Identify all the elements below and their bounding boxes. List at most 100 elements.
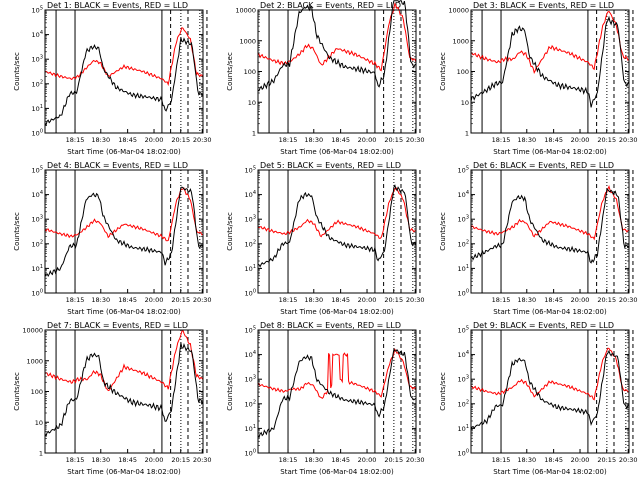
x-axis-label: Start Time (06-Mar-04 18:02:00) xyxy=(67,148,181,156)
y-tick-label: 1 xyxy=(465,130,469,138)
x-tick-label: 18:15 xyxy=(279,296,298,304)
lld-curve xyxy=(470,10,630,75)
y-tick-label: 102 xyxy=(32,79,43,88)
chart-title: Det 8: BLACK = Events, RED = LLD xyxy=(260,321,401,330)
lld-curve xyxy=(44,27,204,87)
y-tick-label: 1 xyxy=(252,130,256,138)
events-curve xyxy=(257,348,417,439)
plot-frame xyxy=(44,329,204,454)
x-axis-label: Start Time (06-Mar-04 18:02:00) xyxy=(67,468,181,476)
chart-title: Det 3: BLACK = Events, RED = LLD xyxy=(473,1,614,10)
chart-title: Det 6: BLACK = Events, RED = LLD xyxy=(473,161,614,170)
x-tick-label: 18:15 xyxy=(279,456,298,464)
x-tick-label: 18:45 xyxy=(118,296,137,304)
y-tick-label: 100 xyxy=(32,129,43,138)
lld-curve xyxy=(257,348,417,399)
x-tick-label: 18:15 xyxy=(492,296,511,304)
x-tick-label: 20:15 xyxy=(384,136,403,144)
y-tick-label: 105 xyxy=(32,6,43,15)
y-tick-label: 102 xyxy=(245,399,256,408)
y-tick-label: 10000 xyxy=(22,327,43,335)
x-tick-label: 20:15 xyxy=(597,136,616,144)
x-tick-label: 20:30 xyxy=(406,456,425,464)
x-tick-label: 18:15 xyxy=(66,296,85,304)
y-tick-label: 100 xyxy=(457,68,469,76)
x-tick-label: 20:15 xyxy=(171,136,190,144)
y-tick-label: 103 xyxy=(458,215,469,224)
det-chart-1: Det 1: BLACK = Events, RED = LLD 100 101 10… xyxy=(13,1,212,156)
x-tick-label: 18:45 xyxy=(544,456,563,464)
lld-curve xyxy=(44,187,204,242)
y-tick-label: 104 xyxy=(458,190,469,199)
det-panel-1: Det 1: BLACK = Events, RED = LLD 100 101 10… xyxy=(0,0,213,160)
x-tick-label: 18:15 xyxy=(66,456,85,464)
x-tick-label: 20:30 xyxy=(619,136,638,144)
chart-title: Det 5: BLACK = Events, RED = LLD xyxy=(260,161,401,170)
x-tick-label: 18:30 xyxy=(304,136,323,144)
x-tick-label: 20:30 xyxy=(193,296,212,304)
y-tick-label: 102 xyxy=(245,239,256,248)
x-tick-label: 20:00 xyxy=(358,296,377,304)
det-chart-5: Det 5: BLACK = Events, RED = LLD 100 101 10… xyxy=(226,161,425,316)
det-chart-2: Det 2: BLACK = Events, RED = LLD 1 10 100 10… xyxy=(226,0,425,156)
y-tick-label: 100 xyxy=(245,449,256,458)
x-tick-label: 20:30 xyxy=(193,456,212,464)
x-tick-label: 18:45 xyxy=(331,296,350,304)
y-tick-label: 100 xyxy=(458,289,469,298)
x-tick-label: 20:30 xyxy=(619,456,638,464)
x-tick-label: 18:30 xyxy=(304,456,323,464)
chart-title: Det 7: BLACK = Events, RED = LLD xyxy=(47,321,188,330)
y-tick-label: 104 xyxy=(32,190,43,199)
x-axis-label: Start Time (06-Mar-04 18:02:00) xyxy=(67,308,181,316)
y-tick-label: 103 xyxy=(32,55,43,64)
x-tick-label: 20:30 xyxy=(406,136,425,144)
y-tick-label: 1000 xyxy=(26,357,43,365)
y-tick-label: 105 xyxy=(458,326,469,335)
x-tick-label: 20:00 xyxy=(358,136,377,144)
x-tick-label: 20:00 xyxy=(571,296,590,304)
y-axis-label: Counts/sec xyxy=(439,372,447,411)
x-tick-label: 18:30 xyxy=(304,296,323,304)
events-curve xyxy=(44,186,204,278)
chart-title: Det 2: BLACK = Events, RED = LLD xyxy=(260,1,401,10)
x-axis-label: Start Time (06-Mar-04 18:02:00) xyxy=(493,468,607,476)
y-axis-label: Counts/sec xyxy=(13,52,21,91)
y-tick-label: 10000 xyxy=(235,7,256,15)
x-tick-label: 18:45 xyxy=(118,136,137,144)
y-tick-label: 101 xyxy=(245,424,256,433)
x-tick-label: 18:15 xyxy=(279,136,298,144)
y-tick-label: 10 xyxy=(248,99,256,107)
y-tick-label: 102 xyxy=(32,239,43,248)
lld-curve xyxy=(470,185,630,241)
y-tick-label: 10 xyxy=(461,99,469,107)
plot-frame xyxy=(257,9,417,134)
det-panel-9: Det 9: BLACK = Events, RED = LLD 100 101 10… xyxy=(426,320,639,480)
y-tick-label: 105 xyxy=(245,166,256,175)
y-tick-label: 100 xyxy=(31,388,43,396)
det-chart-3: Det 3: BLACK = Events, RED = LLD 1 10 100 10… xyxy=(439,1,638,156)
plot-frame xyxy=(44,169,204,294)
x-tick-label: 20:00 xyxy=(145,296,164,304)
y-tick-label: 103 xyxy=(458,375,469,384)
events-curve xyxy=(470,15,630,108)
x-tick-label: 18:30 xyxy=(91,456,110,464)
det-panel-7: Det 7: BLACK = Events, RED = LLD 1 10 100 10… xyxy=(0,320,213,480)
x-tick-label: 20:00 xyxy=(145,456,164,464)
y-tick-label: 101 xyxy=(32,104,43,113)
x-tick-label: 20:30 xyxy=(193,136,212,144)
x-tick-label: 20:00 xyxy=(571,456,590,464)
y-tick-label: 101 xyxy=(458,264,469,273)
y-axis-label: Counts/sec xyxy=(13,212,21,251)
x-tick-label: 18:45 xyxy=(118,456,137,464)
x-tick-label: 18:30 xyxy=(91,136,110,144)
lld-curve xyxy=(257,187,416,239)
events-curve xyxy=(470,188,630,264)
x-axis-label: Start Time (06-Mar-04 18:02:00) xyxy=(280,308,394,316)
x-tick-label: 18:45 xyxy=(331,136,350,144)
y-tick-label: 103 xyxy=(245,215,256,224)
x-tick-label: 18:45 xyxy=(544,136,563,144)
y-axis-label: Counts/sec xyxy=(13,372,21,411)
plot-frame xyxy=(257,169,417,294)
det-chart-9: Det 9: BLACK = Events, RED = LLD 100 101 10… xyxy=(439,321,638,476)
